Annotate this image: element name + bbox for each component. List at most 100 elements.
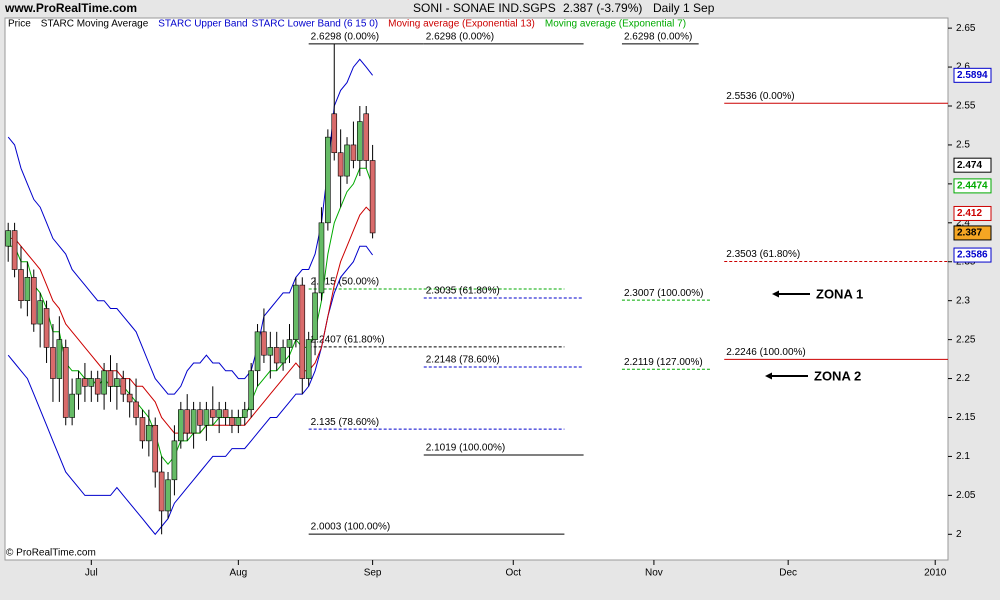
x-tick-label: Dec (779, 568, 797, 579)
candle-body (216, 409, 222, 418)
fib-label: 2.6298 (0.00%) (426, 31, 494, 42)
price-tag-box (953, 178, 992, 194)
candle-body (197, 409, 203, 426)
candle-body (146, 424, 152, 442)
candle-body (350, 144, 357, 161)
candle-body (337, 152, 344, 177)
y-tick-label: 2.6 (956, 62, 970, 73)
fib-label: 2.3503 (61.80%) (726, 249, 800, 260)
price-tag-box (953, 225, 992, 241)
y-tick-label: 2.5 (956, 140, 970, 151)
fib-label: 2.2119 (127.00%) (624, 357, 703, 368)
price-tag: 2.387 (957, 228, 982, 239)
candle-body (318, 222, 325, 294)
fib-label: 2.2407 (61.80%) (311, 335, 385, 346)
annotation-text: ZONA 1 (816, 286, 863, 301)
candle-body (248, 370, 254, 411)
y-tick-label: 2.4 (956, 217, 970, 228)
fib-label: 2.6298 (0.00%) (311, 31, 379, 42)
y-tick-label: 2.15 (956, 412, 976, 423)
candle-body (190, 409, 197, 434)
candle-body (82, 378, 88, 387)
fib-label: 2.3007 (100.00%) (624, 288, 704, 299)
candle-body (369, 160, 376, 234)
candle-body (261, 331, 267, 356)
candle-body (114, 378, 120, 387)
price-tag: 2.474 (957, 160, 982, 171)
legend-entry: Price (8, 19, 31, 30)
candle-body (254, 331, 261, 372)
legend-entry: Moving average (Exponential 13) (388, 19, 535, 30)
price-tag: 2.5894 (957, 70, 988, 81)
x-tick-label: 2010 (924, 568, 947, 579)
candle-body (273, 347, 280, 364)
price-tag: 2.4474 (957, 181, 988, 192)
y-tick-label: 2 (956, 529, 962, 540)
candle-body (107, 370, 114, 387)
candle-body (171, 440, 178, 481)
candle-body (222, 409, 229, 418)
x-tick-label: Nov (645, 568, 663, 579)
indicator-line (7, 245, 374, 536)
candle-body (94, 378, 101, 395)
candle-body (5, 230, 11, 247)
candle-body (11, 230, 18, 270)
candle-body (305, 339, 312, 379)
indicator-line (8, 206, 373, 434)
candle-body (357, 121, 363, 161)
indicator-line (7, 58, 373, 395)
y-tick-label: 2.2 (956, 373, 970, 384)
candle-body (126, 393, 133, 403)
arrow-head (772, 290, 779, 298)
candle-body (24, 277, 31, 301)
arrow-head (765, 372, 772, 380)
legend-entry: Moving average (Exponential 7) (545, 19, 686, 30)
fib-label: 2.6298 (0.00%) (624, 31, 692, 42)
candle-body (62, 347, 69, 418)
candle-body (43, 308, 50, 348)
candle-body (152, 424, 159, 473)
y-tick-label: 2.3 (956, 295, 970, 306)
candle-body (18, 269, 24, 301)
candle-body (280, 347, 286, 364)
candle-body (235, 417, 242, 426)
candle-body (101, 370, 107, 395)
candle-body (325, 136, 331, 224)
candle-body (56, 339, 63, 379)
candle-body (363, 113, 370, 161)
price-tag-box (953, 157, 992, 173)
price-tag: 2.3586 (957, 250, 988, 261)
x-tick-label: Aug (229, 568, 247, 579)
x-tick-label: Jul (85, 568, 98, 579)
price-tag-box (953, 67, 992, 83)
copyright: © ProRealTime.com (6, 548, 96, 559)
candle-body (241, 409, 248, 418)
candle-body (293, 284, 299, 340)
candle-body (165, 479, 171, 512)
candle-body (312, 292, 318, 340)
y-tick-label: 2.1 (956, 451, 970, 462)
candle-body (88, 378, 95, 387)
fib-label: 2.315 (50.00%) (311, 277, 379, 288)
x-tick-label: Oct (505, 568, 521, 579)
candle-body (229, 417, 235, 426)
y-tick-label: 2.65 (956, 23, 976, 34)
price-tag-box (953, 247, 992, 263)
candle-body (30, 277, 37, 325)
price-tag-box (953, 205, 992, 221)
candle-body (344, 144, 350, 177)
candle-body (37, 300, 43, 325)
price-tag: 2.412 (957, 208, 982, 219)
annotation: ZONA 1 ZONA 2 (765, 286, 863, 383)
candle-body (331, 113, 338, 154)
fib-label: 2.2246 (100.00%) (726, 347, 806, 358)
candle-body (184, 409, 191, 434)
x-tick-label: Sep (364, 568, 382, 579)
fib-label: 2.3035 (61.80%) (426, 286, 500, 297)
symbol: SONI - SONAE IND.SGPS (413, 1, 556, 15)
candle-body (267, 347, 274, 356)
legend-entry: STARC Lower Band (6 15 0) (252, 19, 379, 30)
site-name: www.ProRealTime.com (4, 1, 137, 15)
